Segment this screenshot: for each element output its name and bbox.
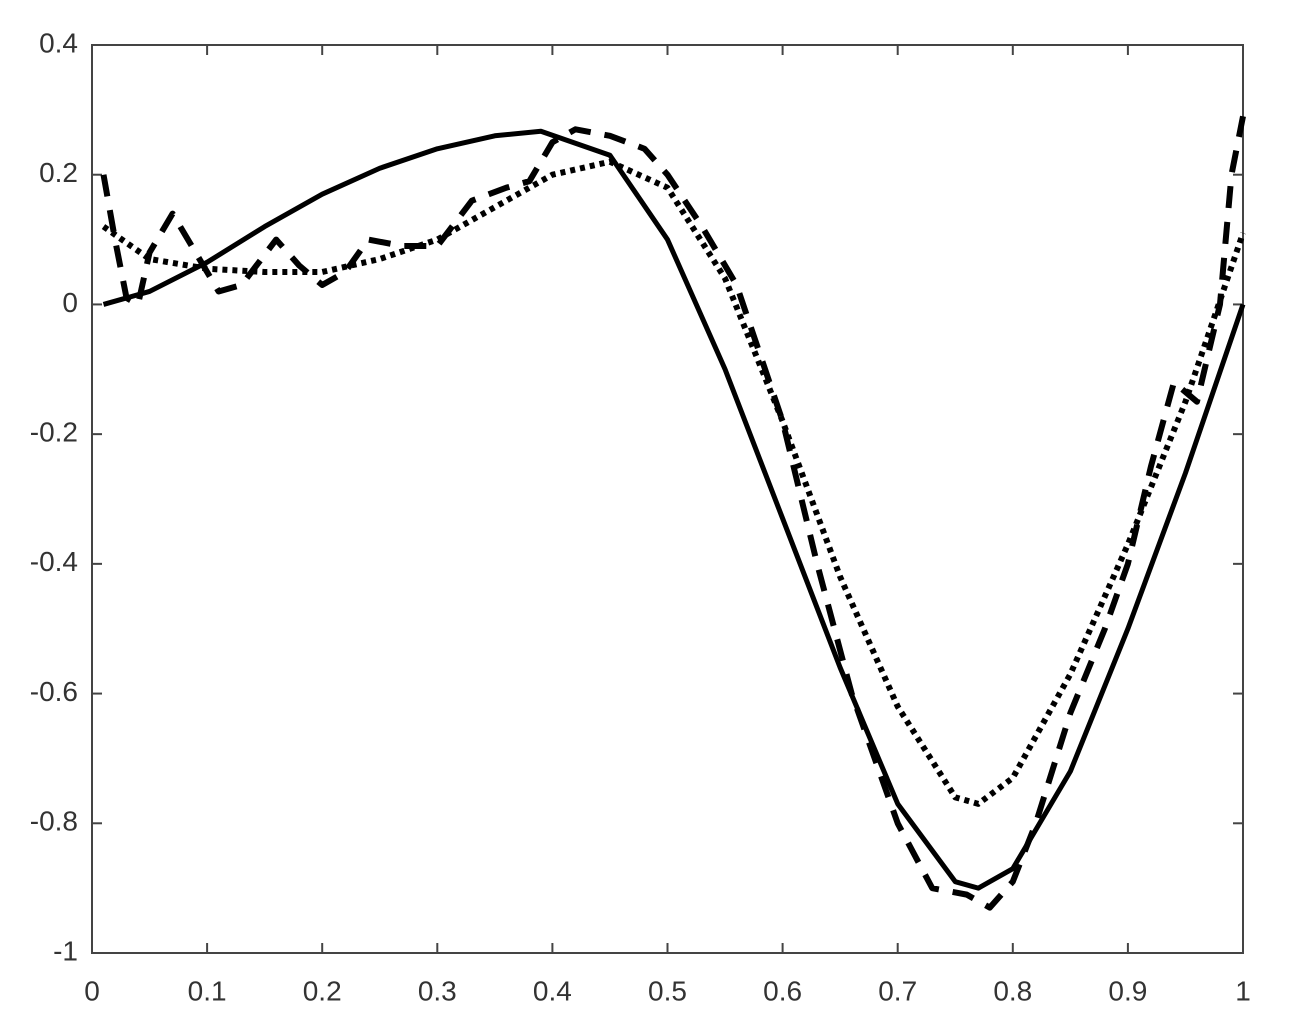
y-tick-label: 0.4 (39, 27, 78, 58)
x-tick-label: 0.7 (878, 975, 917, 1006)
x-tick-label: 1 (1235, 975, 1251, 1006)
y-tick-label: 0 (62, 287, 78, 318)
y-tick-label: 0.2 (39, 157, 78, 188)
y-tick-label: -0.4 (30, 546, 78, 577)
x-tick-label: 0.6 (763, 975, 802, 1006)
x-tick-label: 0.3 (418, 975, 457, 1006)
x-tick-label: 0.5 (648, 975, 687, 1006)
plot-frame (91, 44, 1244, 954)
x-tick-label: 0.2 (303, 975, 342, 1006)
series-line (102, 128, 1246, 891)
x-tick-label: 0.8 (993, 975, 1032, 1006)
series-line (101, 158, 1246, 807)
series-line (100, 115, 1246, 911)
y-tick-label: -0.6 (30, 676, 78, 707)
x-tick-label: 0 (84, 975, 100, 1006)
y-tick-label: -1 (53, 935, 78, 966)
x-tick-label: 0.4 (533, 975, 572, 1006)
y-tick-label: -0.8 (30, 806, 78, 837)
x-tick-label: 0.9 (1108, 975, 1147, 1006)
x-tick-label: 0.1 (188, 975, 227, 1006)
y-tick-label: -0.2 (30, 417, 78, 448)
